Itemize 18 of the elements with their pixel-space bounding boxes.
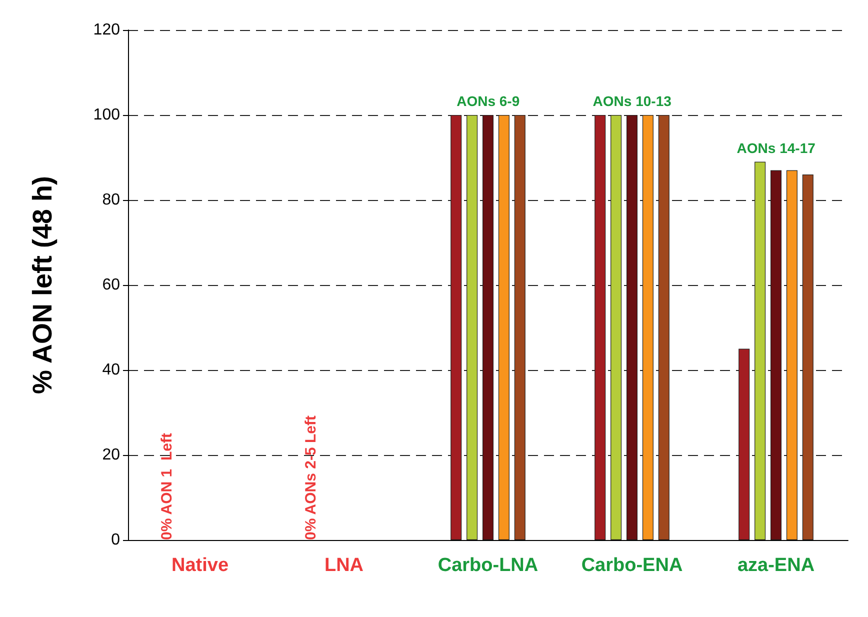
x-tick-label: Native <box>171 555 229 576</box>
x-tick-label: LNA <box>324 555 364 576</box>
x-tick-label: Carbo-LNA <box>438 555 538 576</box>
y-tick-label: 0 <box>111 532 120 548</box>
annotation: 0% AONs 2-5 Left <box>302 416 320 540</box>
y-tick-label: 20 <box>102 446 120 464</box>
y-tick-label: 40 <box>102 362 120 378</box>
x-tick-label: aza-ENA <box>737 555 815 576</box>
x-tick-label: Carbo-ENA <box>581 555 683 576</box>
y-tick-label: 100 <box>93 106 120 124</box>
y-tick-label: 120 <box>93 22 120 38</box>
y-tick-label: 80 <box>102 192 120 208</box>
annotation: AONs 10-13 <box>592 93 672 109</box>
y-axis-title: % AON left (48 h) <box>28 176 58 394</box>
y-tick-label: 60 <box>102 276 120 294</box>
annotation: AONs 6-9 <box>456 93 520 109</box>
annotation: 0% AON 1 Left <box>158 433 176 540</box>
annotation: AONs 14-17 <box>736 140 816 156</box>
